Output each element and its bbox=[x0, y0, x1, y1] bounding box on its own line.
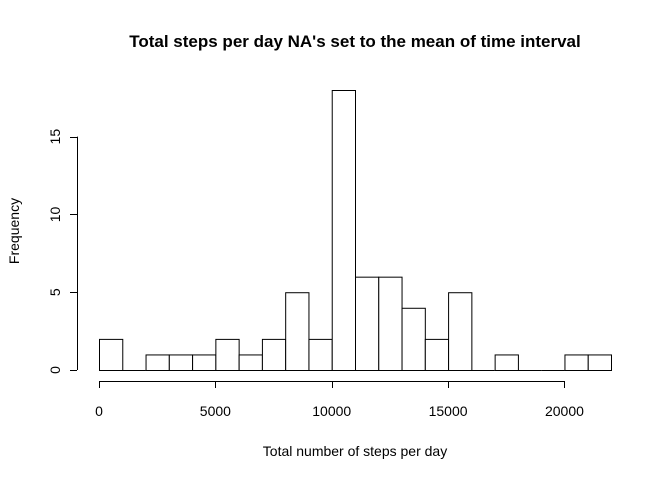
histogram-bar bbox=[331, 90, 356, 371]
x-tick-label: 0 bbox=[95, 403, 103, 419]
chart-title: Total steps per day NA's set to the mean… bbox=[129, 32, 581, 51]
x-tick-label: 20000 bbox=[545, 403, 584, 419]
y-tick-label: 10 bbox=[47, 206, 63, 222]
histogram-bar bbox=[424, 338, 450, 371]
histogram-bar bbox=[261, 338, 287, 371]
histogram-bar bbox=[564, 354, 589, 372]
x-axis-label: Total number of steps per day bbox=[263, 443, 447, 459]
histogram-bar bbox=[494, 354, 519, 372]
histogram-bar bbox=[238, 354, 263, 372]
y-axis: 0 5 10 15 bbox=[47, 129, 78, 374]
histogram-bar bbox=[99, 338, 124, 371]
y-tick-label: 0 bbox=[47, 366, 63, 374]
histogram-bar bbox=[145, 354, 170, 372]
x-tick-label: 10000 bbox=[312, 403, 351, 419]
x-tick-label: 5000 bbox=[200, 403, 231, 419]
y-tick-label: 5 bbox=[47, 288, 63, 296]
bars-group bbox=[99, 90, 613, 372]
y-axis-label: Frequency bbox=[6, 198, 22, 264]
histogram-bar bbox=[192, 354, 217, 372]
x-tick-label: 15000 bbox=[429, 403, 468, 419]
histogram-bar bbox=[308, 338, 333, 371]
y-tick-label: 15 bbox=[47, 129, 63, 145]
histogram-bar bbox=[448, 292, 473, 372]
histogram-bar bbox=[168, 354, 194, 372]
histogram-bar bbox=[215, 338, 240, 371]
histogram-bar bbox=[285, 292, 310, 372]
histogram-bar bbox=[401, 307, 426, 371]
histogram-bar bbox=[378, 276, 403, 371]
x-axis: 0 5000 10000 15000 20000 bbox=[95, 381, 584, 419]
histogram-bar bbox=[355, 276, 380, 371]
histogram-bar bbox=[587, 354, 613, 372]
